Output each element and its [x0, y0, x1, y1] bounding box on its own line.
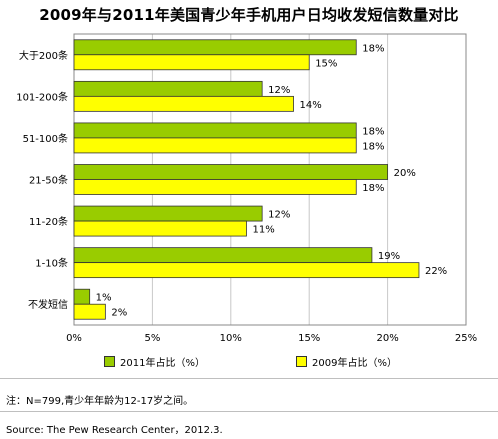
- legend-swatch-2009: [296, 356, 307, 367]
- bar: [73, 80, 263, 97]
- bar: [73, 39, 357, 56]
- x-tick-label: 5%: [144, 333, 160, 344]
- bar: [73, 164, 389, 180]
- category-label: 不发短信: [28, 298, 68, 311]
- data-label: 18%: [362, 126, 384, 137]
- legend-label-2011: 2011年占比（%）: [120, 358, 205, 369]
- legend-label-2009: 2009年占比（%）: [312, 358, 397, 369]
- footnote: 注：N=799,青少年年龄为12-17岁之间。: [6, 396, 194, 407]
- category-label: 11-20条: [29, 215, 68, 228]
- divider-bottom: [0, 411, 498, 412]
- data-label: 20%: [394, 168, 416, 179]
- data-label: 12%: [268, 85, 290, 96]
- bar: [73, 288, 91, 305]
- data-label: 11%: [252, 225, 274, 236]
- category-label: 大于200条: [19, 49, 68, 62]
- bar: [73, 247, 373, 264]
- legend-item-2011: 2011年占比（%）: [104, 354, 205, 369]
- x-tick-label: 0%: [66, 333, 82, 344]
- bar: [73, 220, 247, 237]
- data-label: 15%: [315, 58, 337, 69]
- bar: [73, 95, 294, 112]
- data-label: 14%: [300, 100, 322, 111]
- data-label: 2%: [111, 308, 127, 319]
- bar: [73, 179, 357, 195]
- x-tick-label: 25%: [455, 333, 477, 344]
- x-tick-label: 20%: [376, 333, 398, 344]
- bar: [73, 262, 420, 279]
- data-label: 18%: [362, 141, 384, 152]
- category-label: 51-100条: [23, 132, 68, 145]
- divider-top: [0, 378, 498, 379]
- data-label: 19%: [378, 251, 400, 262]
- bar: [73, 303, 106, 320]
- category-label: 1-10条: [35, 257, 68, 270]
- data-label: 22%: [425, 266, 447, 277]
- data-label: 1%: [96, 293, 112, 304]
- category-label: 21-50条: [29, 174, 68, 187]
- legend-swatch-2011: [104, 356, 115, 367]
- legend-item-2009: 2009年占比（%）: [296, 354, 397, 369]
- data-label: 18%: [362, 183, 384, 194]
- source-note: Source: The Pew Research Center，2012.3.: [6, 425, 223, 436]
- bar: [73, 54, 310, 71]
- chart-title: 2009年与2011年美国青少年手机用户日均收发短信数量对比: [39, 6, 459, 24]
- data-label: 12%: [268, 210, 290, 221]
- x-tick-label: 10%: [220, 333, 242, 344]
- data-label: 18%: [362, 43, 384, 54]
- bar: [73, 122, 357, 139]
- category-label: 101-200条: [16, 90, 68, 103]
- bar: [73, 137, 357, 154]
- x-tick-label: 15%: [298, 333, 320, 344]
- bar: [73, 205, 263, 222]
